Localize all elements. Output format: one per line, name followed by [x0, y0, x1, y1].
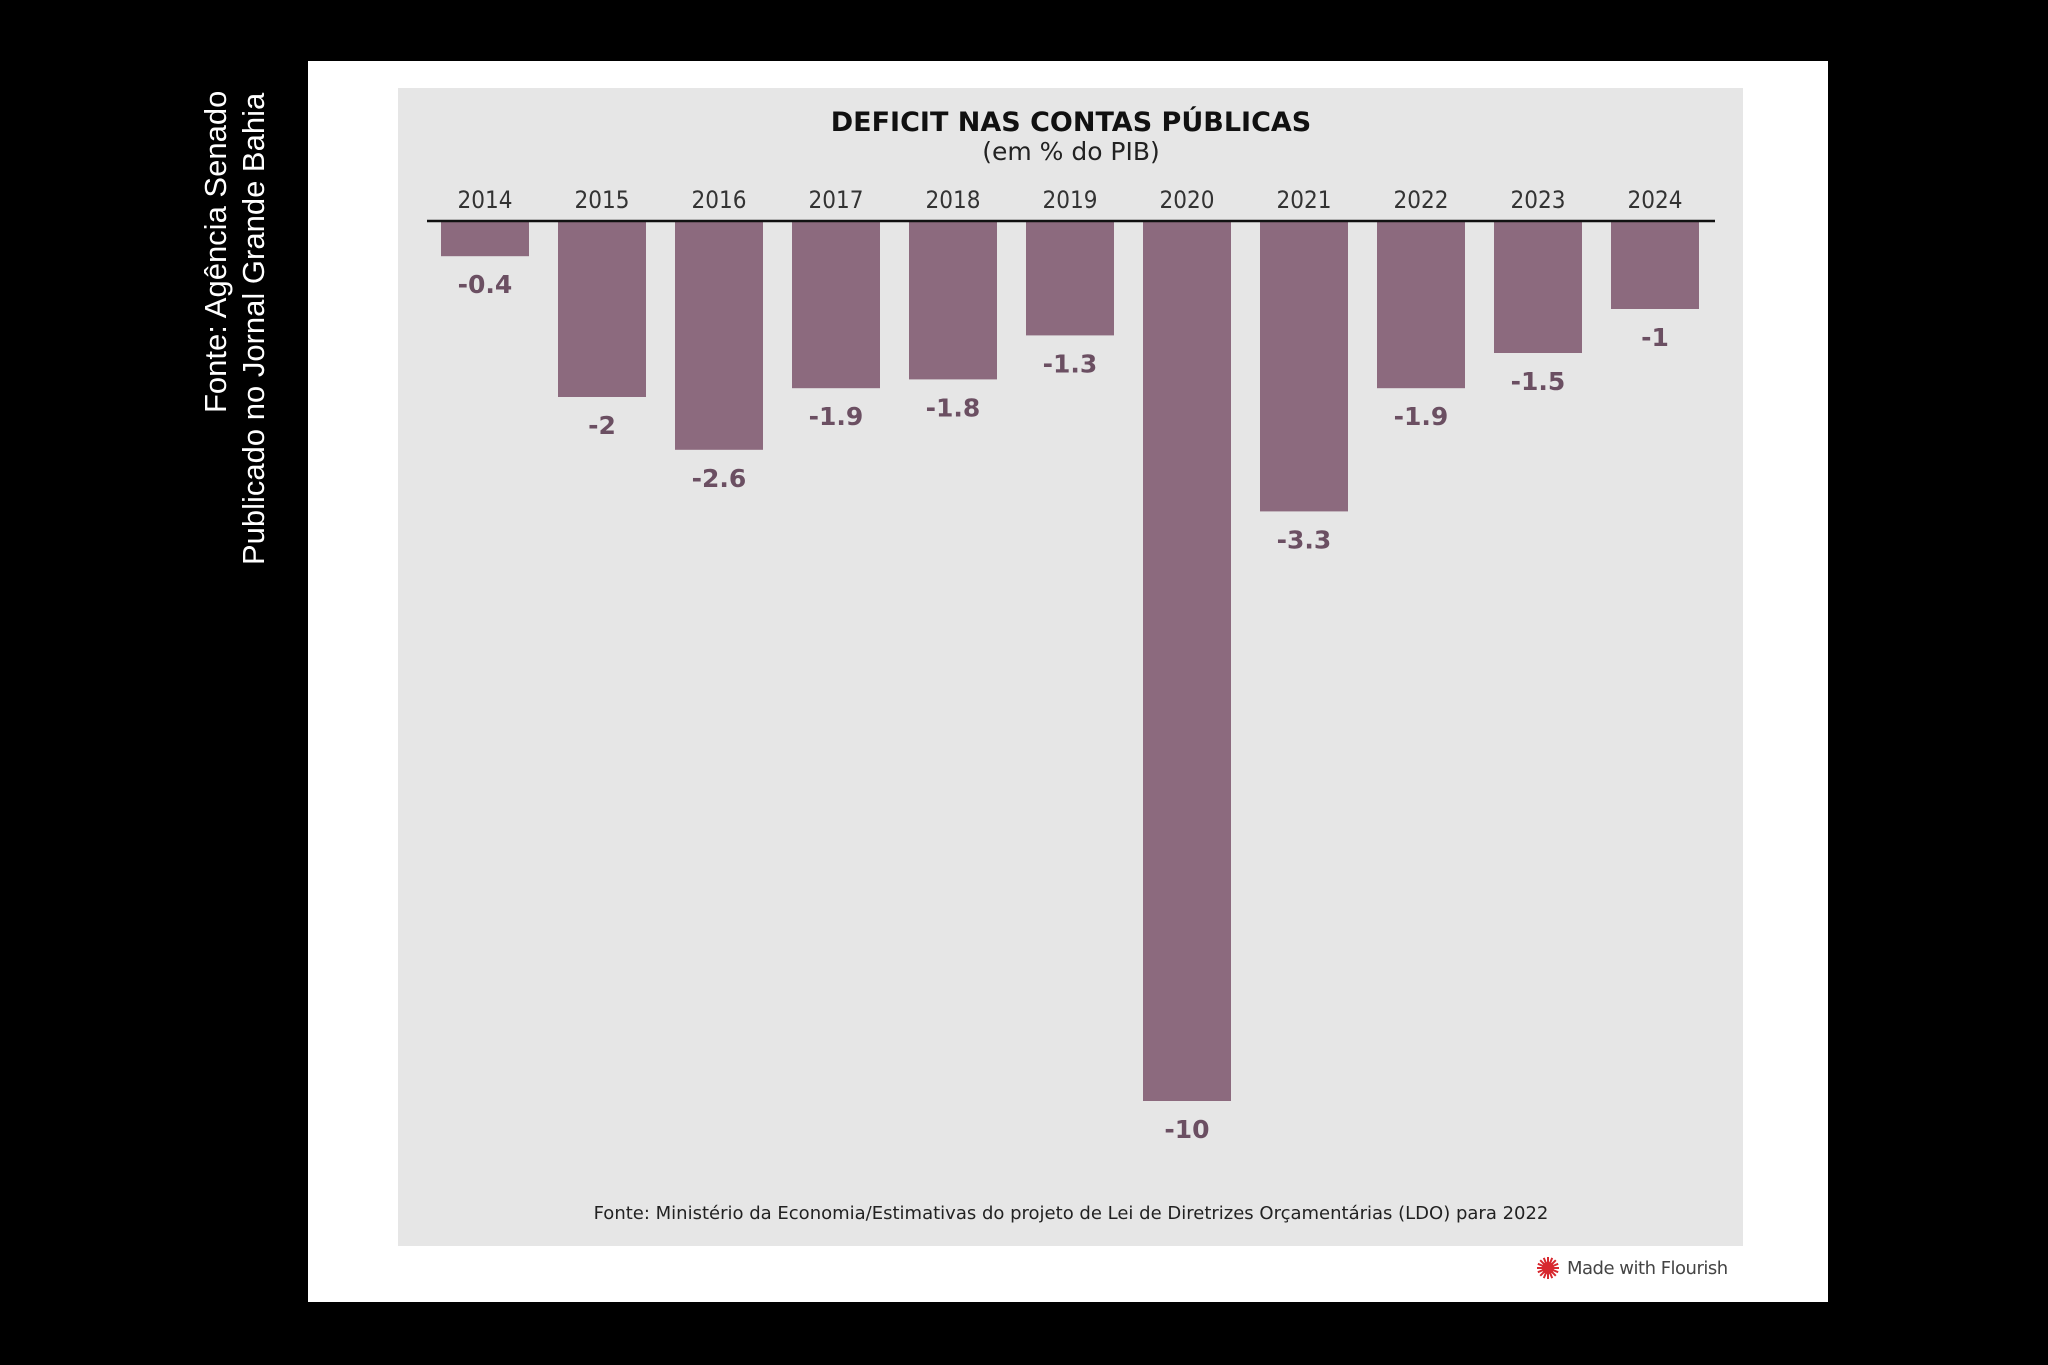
- x-tick-label: 2014: [458, 186, 513, 214]
- x-tick-label: 2018: [926, 186, 981, 214]
- x-tick-label: 2016: [692, 186, 747, 214]
- data-label-2020: -10: [1164, 1115, 1209, 1144]
- chart-title: DEFICIT NAS CONTAS PÚBLICAS: [831, 106, 1312, 138]
- data-label-2021: -3.3: [1277, 525, 1332, 554]
- x-tick-label: 2021: [1277, 186, 1332, 214]
- made-with-flourish-label: Made with Flourish: [1567, 1257, 1728, 1279]
- data-label-2022: -1.9: [1394, 402, 1449, 431]
- data-label-2014: -0.4: [458, 270, 513, 299]
- bar-2022: [1377, 221, 1465, 389]
- data-label-2018: -1.8: [926, 393, 981, 422]
- chart-subtitle: (em % do PIB): [982, 137, 1160, 166]
- bar-2024: [1611, 221, 1699, 309]
- chart-source: Fonte: Ministério da Economia/Estimativa…: [594, 1203, 1549, 1224]
- flourish-logo-icon: [1537, 1257, 1559, 1279]
- data-label-2019: -1.3: [1043, 349, 1098, 378]
- bar-2023: [1494, 221, 1582, 353]
- made-with-flourish-link[interactable]: Made with Flourish: [1535, 1255, 1728, 1281]
- bar-2018: [909, 221, 997, 380]
- x-tick-label: 2019: [1043, 186, 1098, 214]
- bar-2015: [558, 221, 646, 397]
- data-label-2024: -1: [1641, 323, 1669, 352]
- x-tick-label: 2015: [575, 186, 630, 214]
- data-label-2016: -2.6: [692, 464, 747, 493]
- x-tick-label: 2024: [1628, 186, 1683, 214]
- data-label-2015: -2: [588, 411, 616, 440]
- x-tick-label: 2020: [1160, 186, 1215, 214]
- x-tick-label: 2023: [1511, 186, 1566, 214]
- data-label-2017: -1.9: [809, 402, 864, 431]
- bar-2016: [675, 221, 763, 450]
- bar-2017: [792, 221, 880, 389]
- x-tick-label: 2022: [1394, 186, 1449, 214]
- x-tick-label: 2017: [809, 186, 864, 214]
- data-label-2023: -1.5: [1511, 367, 1566, 396]
- bar-2021: [1260, 221, 1348, 512]
- bar-2014: [441, 221, 529, 257]
- bar-2019: [1026, 221, 1114, 336]
- bar-2020: [1143, 221, 1231, 1101]
